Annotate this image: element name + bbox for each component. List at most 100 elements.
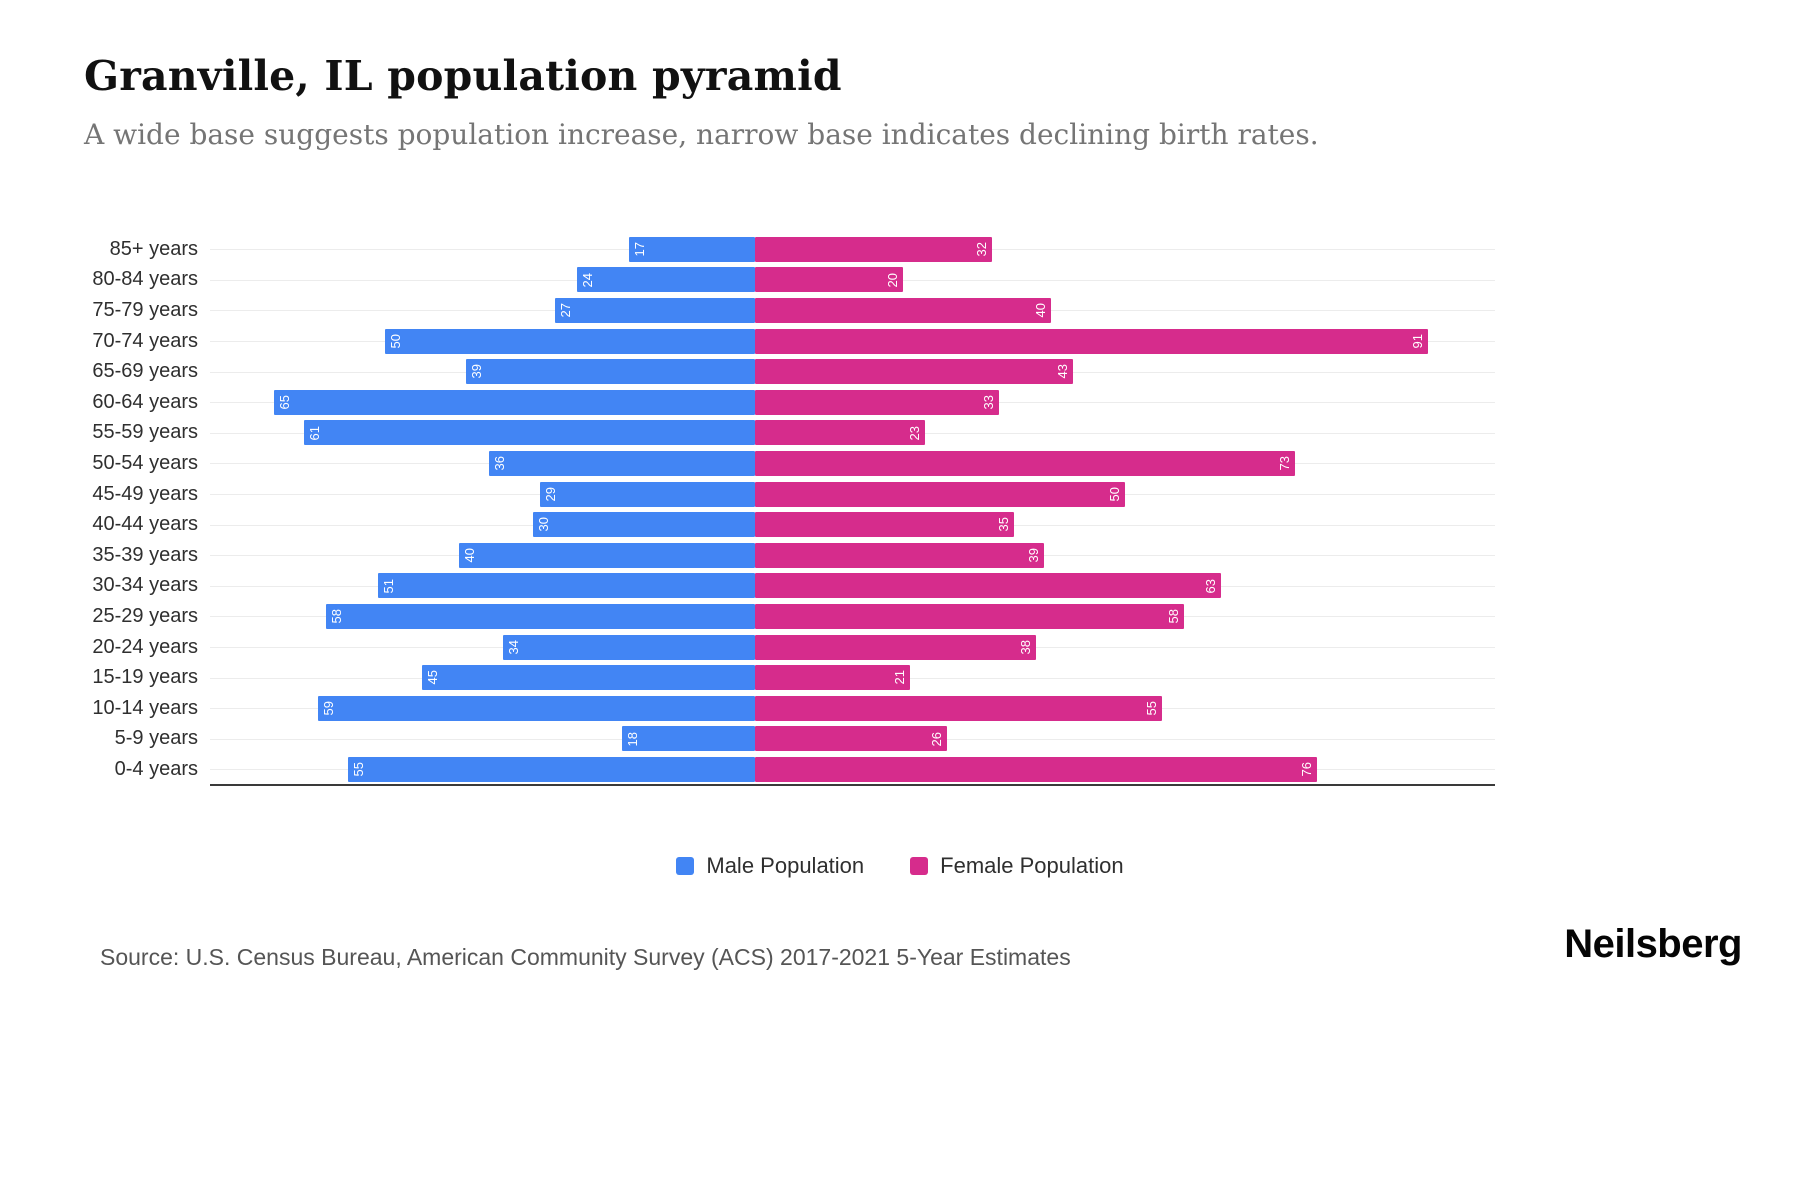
female-bar: 21 xyxy=(755,665,911,691)
legend-label: Female Population xyxy=(940,853,1124,878)
row-plot-area: 61 23 xyxy=(210,418,1495,449)
male-bar: 24 xyxy=(577,267,755,293)
bar-value-label: 55 xyxy=(351,762,366,777)
male-zone: 36 xyxy=(210,450,755,476)
male-zone: 65 xyxy=(210,389,755,415)
bar-value-label: 39 xyxy=(1025,548,1041,563)
female-bar: 58 xyxy=(755,603,1185,629)
female-bar: 55 xyxy=(755,695,1162,721)
bar-value-label: 63 xyxy=(1203,578,1219,594)
female-bar: 20 xyxy=(755,267,903,293)
age-group-label: 5-9 years xyxy=(114,727,198,750)
legend-swatch xyxy=(676,857,695,875)
male-zone: 59 xyxy=(210,695,755,721)
bar-row: 75-79 years 27 40 xyxy=(60,295,1495,326)
male-bar: 58 xyxy=(325,603,755,629)
male-zone: 51 xyxy=(210,573,755,599)
female-bar: 33 xyxy=(755,389,1000,415)
bar-value-label: 58 xyxy=(328,609,344,624)
bar-row: 55-59 years 61 23 xyxy=(60,418,1495,449)
row-plot-area: 65 33 xyxy=(210,387,1495,418)
bar-value-label: 23 xyxy=(907,425,923,441)
female-bar: 38 xyxy=(755,634,1037,660)
male-zone: 29 xyxy=(210,481,755,507)
female-zone: 50 xyxy=(755,481,1495,507)
male-zone: 40 xyxy=(210,542,755,568)
male-zone: 24 xyxy=(210,267,755,293)
female-zone: 35 xyxy=(755,512,1495,538)
row-plot-area: 45 21 xyxy=(210,662,1495,693)
male-zone: 55 xyxy=(210,756,755,782)
bar-row: 60-64 years 65 33 xyxy=(60,387,1495,418)
bar-row: 50-54 years 36 73 xyxy=(60,448,1495,479)
female-bar: 32 xyxy=(755,236,992,262)
bar-value-label: 73 xyxy=(1277,456,1293,471)
bar-row: 65-69 years 39 43 xyxy=(60,356,1495,387)
bar-value-label: 35 xyxy=(996,517,1011,532)
male-zone: 27 xyxy=(210,297,755,323)
row-plot-area: 59 55 xyxy=(210,693,1495,724)
age-group-label: 70-74 years xyxy=(92,329,198,352)
male-zone: 17 xyxy=(210,236,755,262)
row-plot-area: 34 38 xyxy=(210,632,1495,663)
age-group-label: 80-84 years xyxy=(92,268,198,291)
age-group-label: 55-59 years xyxy=(92,421,198,444)
male-bar: 29 xyxy=(540,481,755,507)
legend: Male Population Female Population xyxy=(0,853,1800,879)
bar-value-label: 32 xyxy=(973,242,989,257)
female-zone: 73 xyxy=(755,450,1495,476)
male-bar: 34 xyxy=(503,634,755,660)
age-group-label: 45-49 years xyxy=(92,482,198,505)
bar-value-label: 65 xyxy=(277,395,292,410)
age-group-label: 50-54 years xyxy=(92,451,198,474)
female-bar: 63 xyxy=(755,573,1222,599)
plot-rows: 85+ years 17 32 80-84 years 24 20 75-79 years 2… xyxy=(60,234,1495,785)
bar-row: 70-74 years 50 91 xyxy=(60,326,1495,357)
age-group-label: 25-29 years xyxy=(92,604,198,627)
male-zone: 45 xyxy=(210,665,755,691)
bar-row: 15-19 years 45 21 xyxy=(60,662,1495,693)
bar-value-label: 26 xyxy=(929,731,945,747)
female-bar: 39 xyxy=(755,542,1044,568)
row-plot-area: 27 40 xyxy=(210,295,1495,326)
female-zone: 23 xyxy=(755,420,1495,446)
bar-row: 0-4 years 55 76 xyxy=(60,754,1495,785)
male-bar: 45 xyxy=(422,665,755,691)
age-group-label: 10-14 years xyxy=(92,696,198,719)
bar-value-label: 50 xyxy=(388,333,403,349)
male-bar: 18 xyxy=(621,726,755,752)
male-zone: 30 xyxy=(210,512,755,538)
bar-row: 5-9 years 18 26 xyxy=(60,724,1495,755)
male-bar: 27 xyxy=(555,297,755,323)
female-zone: 21 xyxy=(755,665,1495,691)
male-zone: 61 xyxy=(210,420,755,446)
male-bar: 55 xyxy=(348,756,755,782)
bar-row: 35-39 years 40 39 xyxy=(60,540,1495,571)
female-bar: 73 xyxy=(755,450,1296,476)
bar-value-label: 21 xyxy=(892,670,908,685)
bar-value-label: 91 xyxy=(1410,333,1426,349)
male-bar: 17 xyxy=(629,236,755,262)
female-zone: 58 xyxy=(755,603,1495,629)
male-zone: 58 xyxy=(210,603,755,629)
bar-row: 25-29 years 58 58 xyxy=(60,601,1495,632)
row-plot-area: 58 58 xyxy=(210,601,1495,632)
female-zone: 33 xyxy=(755,389,1495,415)
bar-value-label: 55 xyxy=(1144,700,1159,716)
bar-value-label: 36 xyxy=(491,456,507,471)
male-zone: 34 xyxy=(210,634,755,660)
bar-value-label: 38 xyxy=(1018,639,1034,655)
male-zone: 39 xyxy=(210,359,755,385)
male-zone: 18 xyxy=(210,726,755,752)
male-bar: 40 xyxy=(459,542,755,568)
row-plot-area: 30 35 xyxy=(210,509,1495,540)
female-zone: 63 xyxy=(755,573,1495,599)
row-plot-area: 18 26 xyxy=(210,724,1495,755)
female-zone: 40 xyxy=(755,297,1495,323)
female-bar: 50 xyxy=(755,481,1125,507)
bar-value-label: 27 xyxy=(558,303,574,318)
male-bar: 30 xyxy=(533,512,755,538)
male-bar: 39 xyxy=(466,359,755,385)
bar-value-label: 40 xyxy=(462,548,477,563)
female-bar: 76 xyxy=(755,756,1318,782)
